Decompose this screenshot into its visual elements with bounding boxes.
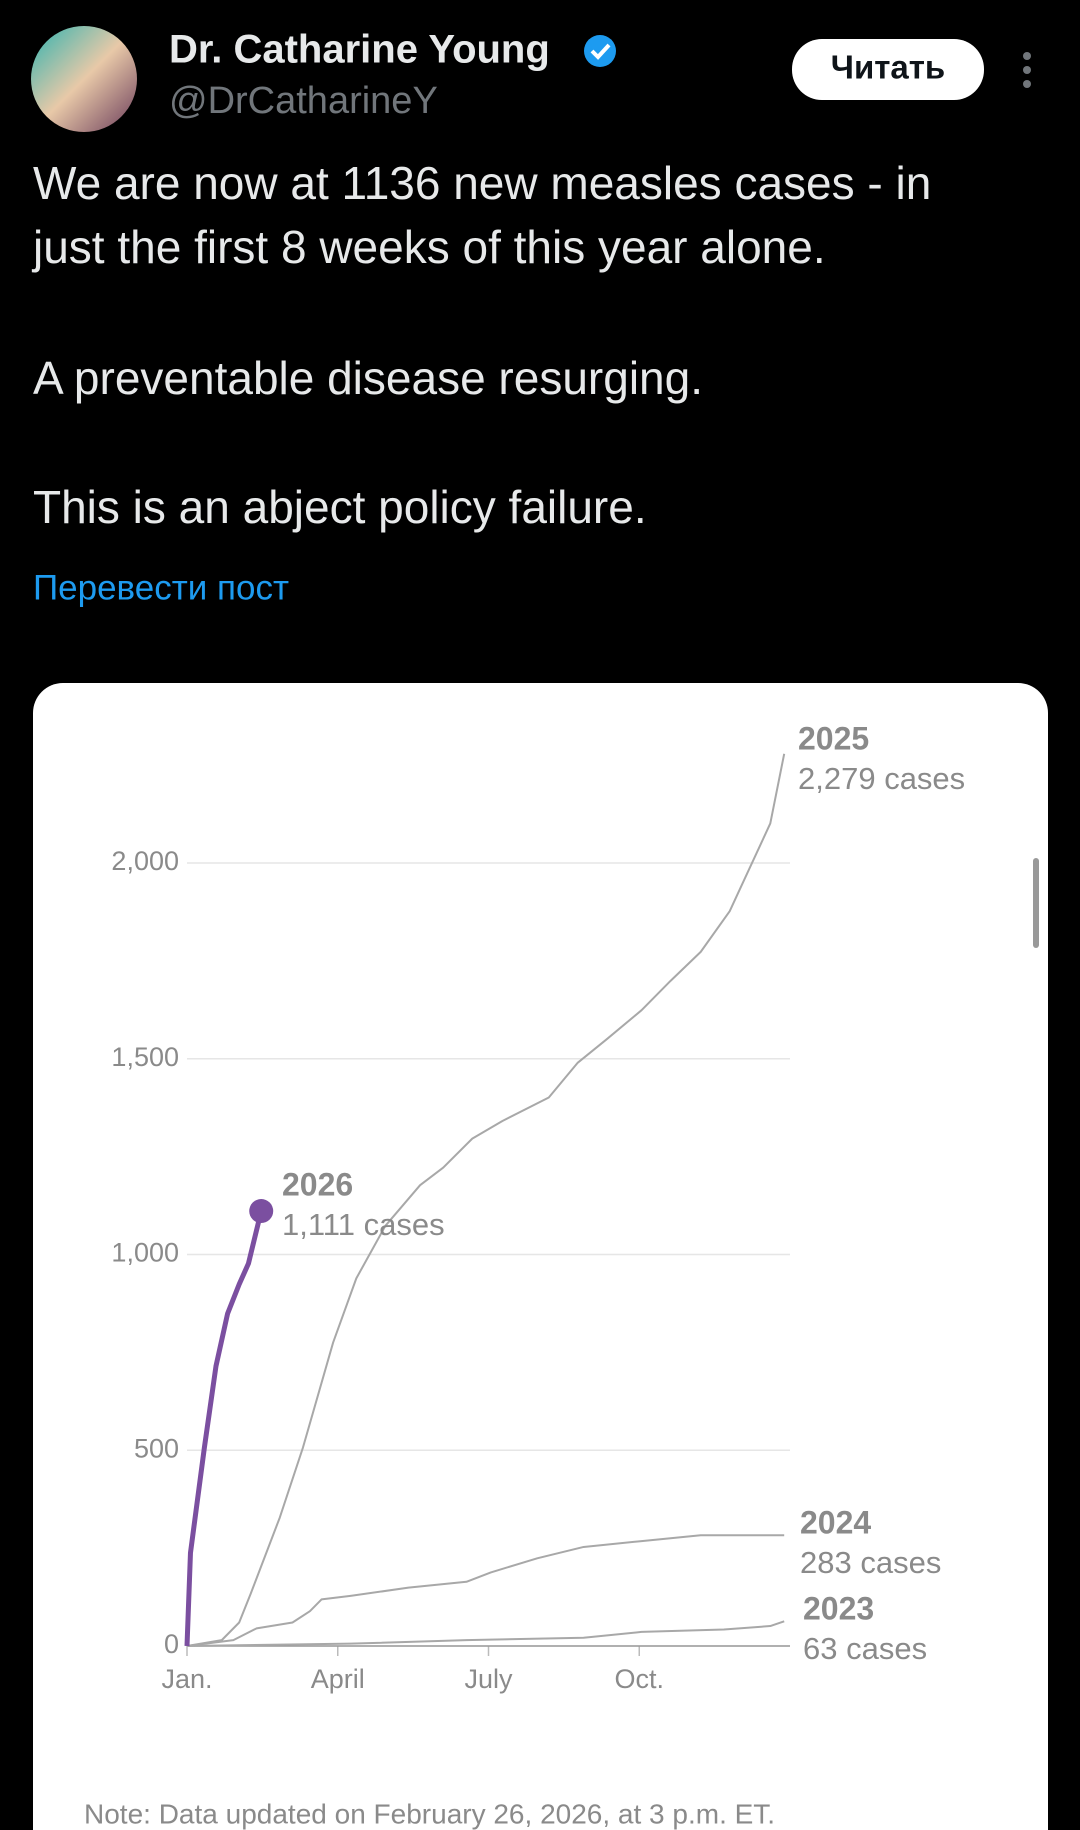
series-line bbox=[186, 1620, 785, 1647]
series-end-label: 1,111 cases bbox=[282, 1207, 445, 1242]
follow-label[interactable]: Читать bbox=[831, 49, 945, 86]
follow-button[interactable] bbox=[792, 39, 984, 100]
tweet-line: just the first 8 weeks of this year alon… bbox=[31, 221, 826, 273]
translate-link[interactable]: Перевести пост bbox=[33, 568, 289, 607]
x-tick-label: Jan. bbox=[161, 1664, 212, 1694]
y-tick-label: 0 bbox=[164, 1629, 179, 1659]
series-name: 2025 bbox=[798, 720, 869, 756]
y-tick-label: 500 bbox=[134, 1433, 179, 1463]
tweet-line: A preventable disease resurging. bbox=[33, 352, 703, 404]
scrollbar bbox=[1033, 858, 1039, 948]
x-tick-label: April bbox=[311, 1664, 365, 1694]
chart-card bbox=[33, 683, 1048, 1830]
verified-badge bbox=[584, 35, 616, 67]
author-name[interactable]: Dr. Catharine Young bbox=[169, 28, 550, 72]
verified-check bbox=[590, 43, 611, 60]
series-end-label: 283 cases bbox=[800, 1545, 941, 1580]
tweet-line: We are now at 1136 new measles cases - i… bbox=[33, 157, 931, 209]
series-line bbox=[186, 753, 786, 1647]
x-tick-label: July bbox=[464, 1664, 513, 1694]
series-name: 2024 bbox=[800, 1504, 871, 1540]
x-tick-label: Oct. bbox=[614, 1664, 664, 1694]
y-tick-label: 1,500 bbox=[111, 1042, 179, 1072]
series-end-label: 63 cases bbox=[803, 1631, 927, 1666]
y-tick-label: 1,000 bbox=[111, 1238, 179, 1268]
chart-note: Note: Data updated on February 26, 2026,… bbox=[84, 1798, 775, 1829]
chart: 0 500 1,000 1,500 2,000 Jan. April July Oct. 2023… bbox=[111, 720, 965, 1694]
y-tick-label: 2,000 bbox=[111, 846, 179, 876]
series-end-label: 2,279 cases bbox=[798, 761, 965, 796]
series-line bbox=[184, 1210, 264, 1647]
series-line bbox=[186, 1534, 785, 1647]
end-point bbox=[249, 1199, 274, 1224]
tweet-line: This is an abject policy failure. bbox=[33, 481, 647, 533]
author-handle[interactable]: @DrCatharineY bbox=[169, 80, 438, 122]
series-name: 2023 bbox=[803, 1590, 874, 1626]
series-name: 2026 bbox=[282, 1166, 353, 1202]
more-menu[interactable] bbox=[1023, 52, 1031, 88]
avatar[interactable] bbox=[31, 26, 137, 132]
